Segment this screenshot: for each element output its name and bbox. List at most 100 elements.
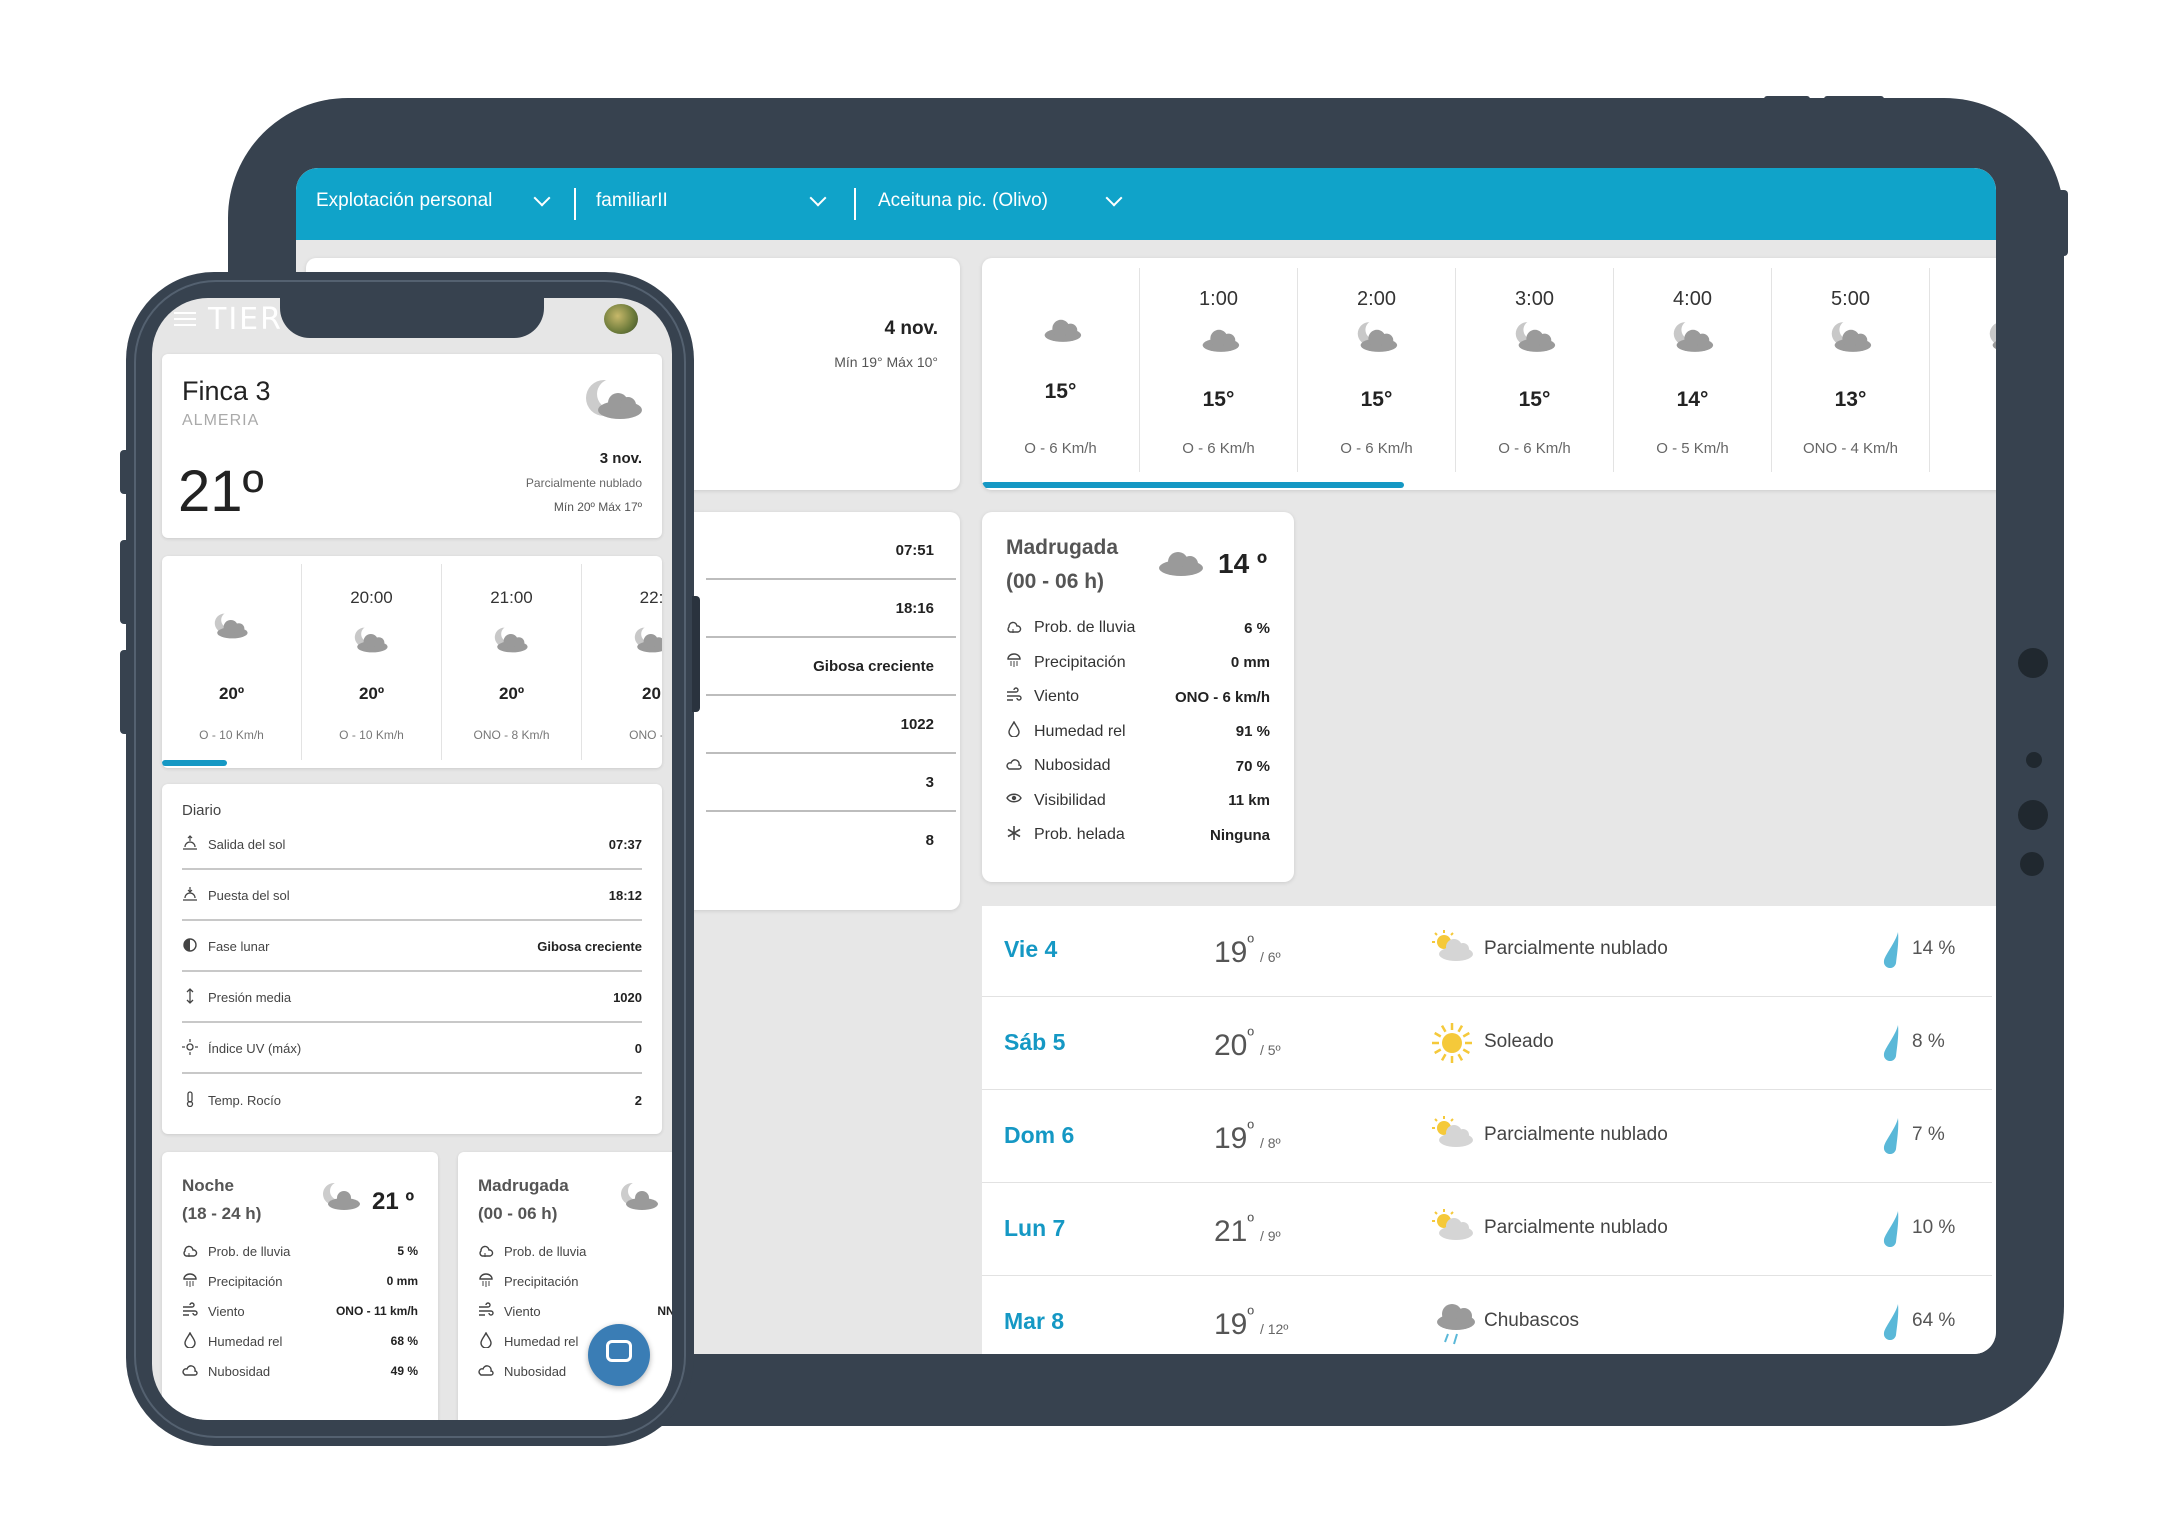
daily-row-value: 07:37 <box>608 836 642 852</box>
hourly-time: 6 <box>1930 288 1996 311</box>
hourly-scrollbar[interactable] <box>982 482 1405 488</box>
phone-header: TIER <box>174 298 664 338</box>
partly-cloudy-icon <box>1430 1116 1474 1153</box>
hourly-strip[interactable]: 15° O - 6 Km/h 1:00 15° O - 6 Km/h 2:00 15° O -… <box>982 258 1996 490</box>
menu-icon[interactable] <box>174 312 198 326</box>
cloud-moon-icon <box>490 626 530 659</box>
location-date: 3 nov. <box>599 450 642 467</box>
hourly-wind: ONO - 7 <box>629 728 662 742</box>
wind-icon <box>182 1301 198 1321</box>
forecast-row[interactable]: Lun 7 21º / 9º Parcialmente nublado 10 % <box>982 1185 1992 1276</box>
location-minmax: Mín 20º Máx 17º <box>553 500 642 514</box>
hourly-wind: O - 10 Km/h <box>339 728 404 742</box>
period-title: Madrugada <box>478 1176 569 1195</box>
cloud-moon-icon <box>1826 320 1874 359</box>
cloud-moon-icon <box>630 626 662 659</box>
daily-row-value: 2 <box>634 1092 642 1108</box>
forecast-temps: 20º / 5º <box>1214 1025 1281 1063</box>
tablet-sensor-2 <box>2020 852 2044 876</box>
period-row: Prob. de lluvia 6 % <box>1006 612 1270 644</box>
daily-row-label: Fase lunar <box>208 938 270 954</box>
daily-row-value: 18:16 <box>706 580 956 638</box>
period-row-value: 5 % <box>397 1244 418 1258</box>
thermometer-icon <box>182 1090 198 1110</box>
partly-cloudy-icon <box>1430 1209 1474 1246</box>
user-avatar[interactable] <box>604 304 638 334</box>
moon-phase-icon <box>182 937 198 956</box>
phone-hourly-strip[interactable]: 20º O - 10 Km/h 20:00 20º O - 10 Km/h 21:00 20… <box>162 556 662 768</box>
cloud-moon-icon <box>1510 320 1558 359</box>
hourly-time: 5:00 <box>1831 288 1870 310</box>
forecast-row[interactable]: Sáb 5 20º / 5º Soleado 8 % <box>982 999 1992 1090</box>
hourly-temp: 15° <box>1202 388 1235 411</box>
forecast-day: Mar 8 <box>1004 1308 1065 1334</box>
hourly-item: 5:00 13° ONO - 4 Km/h <box>1772 268 1930 472</box>
forecast-rain-prob: 8 % <box>1912 1031 1945 1052</box>
period-row-value: 70 % <box>1235 757 1270 775</box>
divider <box>854 188 856 220</box>
drop-icon <box>182 1330 198 1351</box>
hourly-wind: O - 6 Km/h <box>1498 440 1571 457</box>
raindrop-icon <box>1880 1023 1902 1066</box>
hourly-temp: 20º <box>358 684 385 703</box>
period-row-label: Viento <box>504 1303 541 1319</box>
crop-select[interactable]: Aceituna pic. (Olivo) <box>878 189 1123 212</box>
daily-title: Diario <box>182 802 222 819</box>
forecast-desc: Parcialmente nublado <box>1484 1124 1668 1145</box>
hourly-item: 3:00 15° O - 6 Km/h <box>1456 268 1614 472</box>
clouds-icon <box>478 1362 494 1381</box>
period-row-label: Prob. de lluvia <box>208 1243 291 1259</box>
sunset-icon <box>182 886 198 905</box>
hourly-time: 22: <box>639 588 662 607</box>
hourly-wind: NO <box>1930 440 1996 457</box>
forecast-temps: 19º / 12º <box>1214 1304 1288 1342</box>
location-card: Finca 3 ALMERIA 21º 3 nov. Parcialmente … <box>162 354 662 538</box>
period-row-label: Prob. de lluvia <box>504 1243 587 1259</box>
tablet-top-button <box>1764 96 1810 102</box>
phone-bezel <box>134 280 686 1438</box>
hourly-time: 2:00 <box>1357 288 1396 310</box>
user-select-label: familiarII <box>596 190 668 211</box>
forecast-low: / 5º <box>1259 1042 1281 1058</box>
eye-icon <box>1006 790 1022 811</box>
cloud-icon <box>1036 310 1084 349</box>
farm-select[interactable]: Explotación personal <box>316 189 551 212</box>
period-card-dawn: Madrugada (00 - 06 h) 14 º Prob. de lluv… <box>982 512 1294 882</box>
uv-icon <box>182 1038 198 1058</box>
cloud-moon-icon <box>350 626 390 659</box>
forecast-rain-prob: 7 % <box>1912 1124 1945 1145</box>
period-row: Humedad rel <box>478 1326 672 1356</box>
sunrise-icon <box>182 834 198 854</box>
precipitation-icon <box>1006 652 1022 673</box>
forecast-row[interactable]: Dom 6 19º / 8º Parcialmente nublado 7 % <box>982 1092 1992 1183</box>
cloud-moon-icon <box>320 1182 362 1217</box>
forecast-high: 19 <box>1214 1122 1248 1155</box>
tablet-sensor <box>2026 752 2042 768</box>
clouds-icon <box>182 1362 198 1381</box>
raindrop-icon <box>1880 930 1902 973</box>
location-name: Finca 3 <box>182 376 271 406</box>
forecast-row[interactable]: Vie 4 19º / 6º Parcialmente nublado 14 % <box>982 906 1992 997</box>
hourly-time: 4:00 <box>1673 288 1712 310</box>
forecast-desc: Soleado <box>1484 1031 1554 1052</box>
period-row-label: Humedad rel <box>504 1333 579 1349</box>
forecast-temps: 19º / 6º <box>1214 932 1281 970</box>
period-range: (00 - 06 h) <box>478 1204 558 1223</box>
cloud-moon-icon <box>1352 320 1400 359</box>
daily-row-label: Puesta del sol <box>208 887 290 903</box>
user-select[interactable]: familiarII <box>596 189 827 212</box>
forecast-row[interactable]: Mar 8 19º / 12º Chubascos 64 % <box>982 1278 1992 1354</box>
period-row-value: ONO - 11 km/h <box>335 1304 418 1318</box>
period-row: Viento ONO - 11 km/h <box>182 1296 418 1326</box>
daily-row-value: 8 <box>925 832 934 849</box>
period-title: Madrugada <box>1006 536 1119 559</box>
cloud-icon <box>1156 548 1206 583</box>
chat-button[interactable] <box>588 1324 650 1386</box>
forecast-desc: Chubascos <box>1484 1310 1580 1331</box>
forecast-temps: 21º / 9º <box>1214 1211 1281 1249</box>
period-row: Viento NNO <box>478 1296 672 1326</box>
phone-volume-down <box>120 650 128 734</box>
period-temp: 14 º <box>1218 548 1268 579</box>
hourly-wind: ONO - 8 Km/h <box>473 728 550 742</box>
phone-hourly-scrollbar[interactable] <box>162 760 227 766</box>
